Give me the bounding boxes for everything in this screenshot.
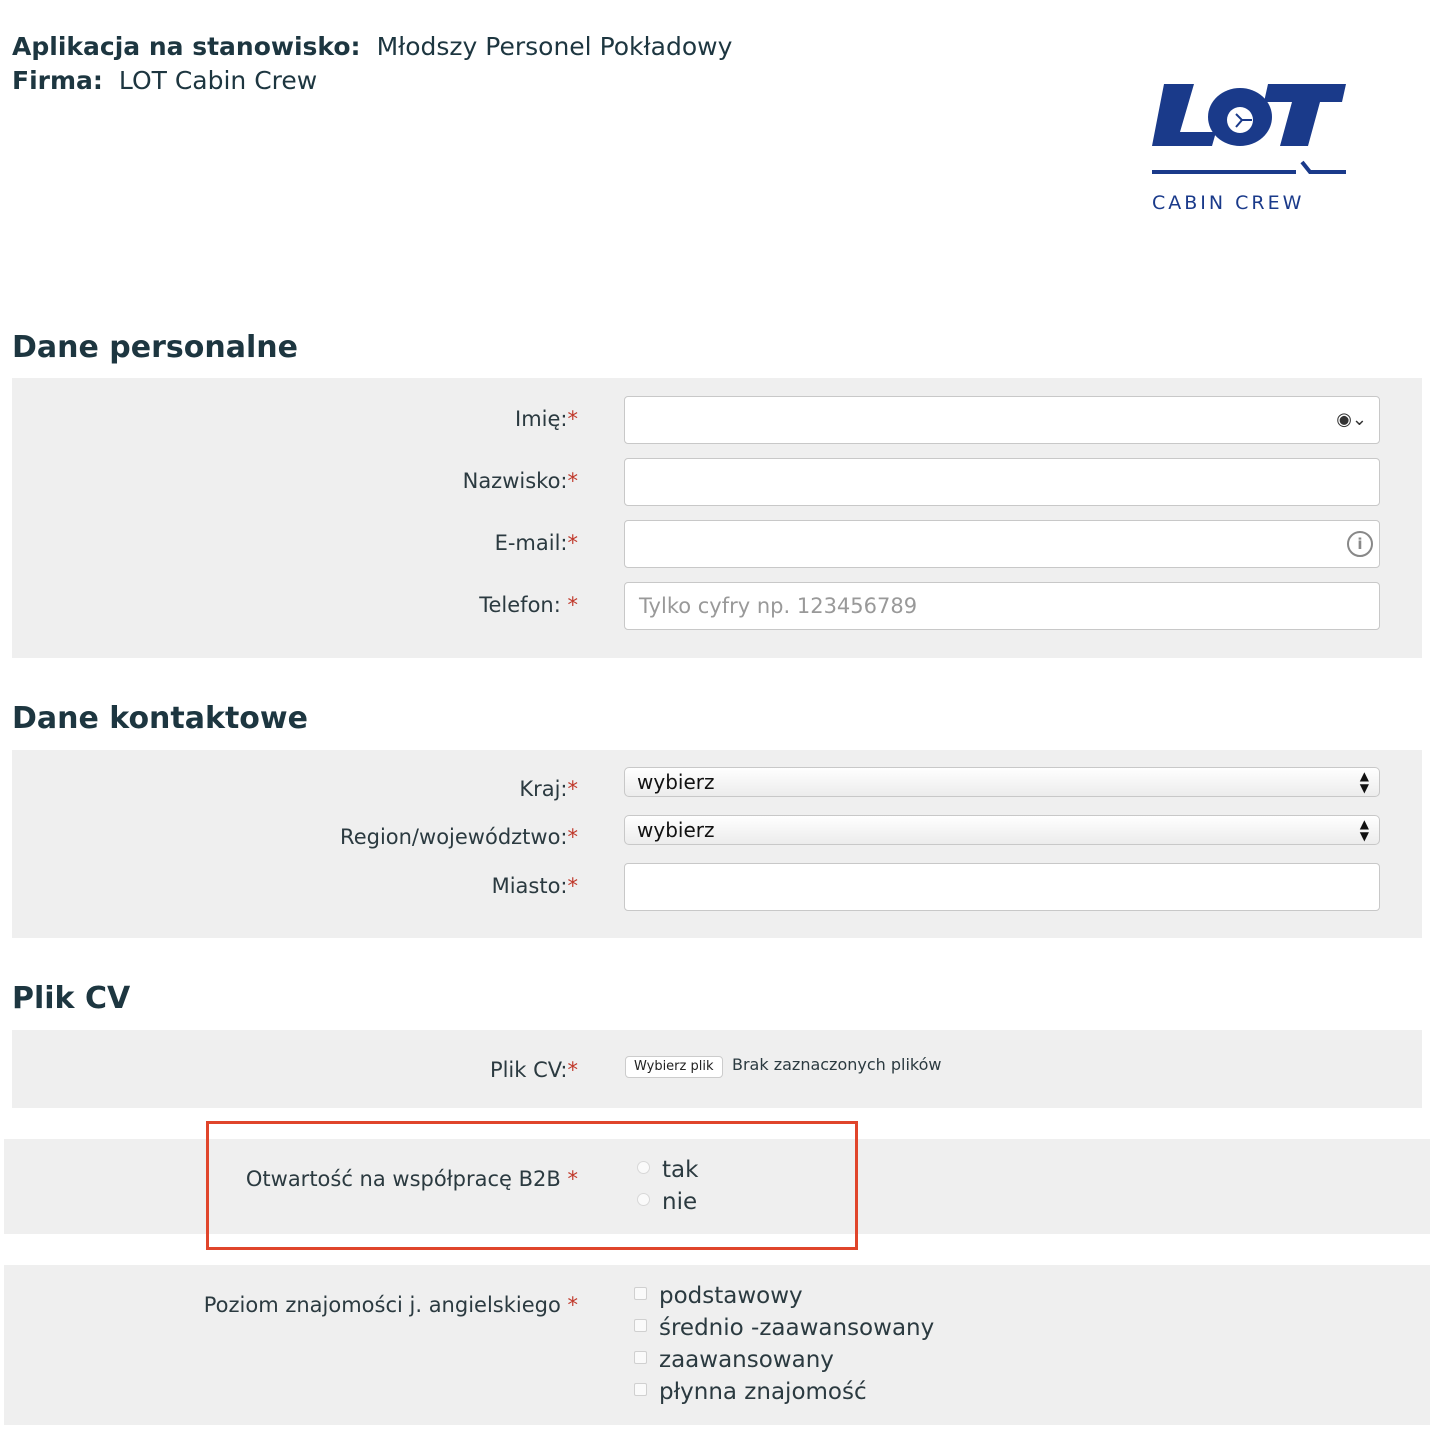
info-icon[interactable]: i [1347,531,1373,557]
file-status: Brak zaznaczonych plików [732,1055,942,1074]
select-arrows-icon: ▲ ▼ [1359,769,1369,795]
english-label: Poziom znajomości j. angielskiego * [203,1293,578,1317]
b2b-option-nie[interactable]: nie [637,1189,697,1215]
last-name-input[interactable] [624,458,1380,506]
b2b-option-tak[interactable]: tak [637,1157,698,1183]
english-option-basic[interactable]: podstawowy [634,1283,803,1309]
company-value: LOT Cabin Crew [118,66,318,95]
english-option-fluent[interactable]: płynna znajomość [634,1379,867,1405]
select-arrows-icon: ▲ ▼ [1359,817,1369,843]
english-option-advanced[interactable]: zaawansowany [634,1347,834,1373]
city-label: Miasto:* [491,874,578,898]
autofill-contact-icon[interactable]: ◉⌄ [1336,409,1367,430]
checkbox-icon[interactable] [634,1351,647,1364]
position-label: Aplikacja na stanowisko: [12,32,361,61]
highlight-box [206,1121,858,1250]
position-value: Młodszy Personel Pokładowy [376,32,733,61]
english-option-intermediate[interactable]: średnio -zaawansowany [634,1315,934,1341]
company-label: Firma: [12,66,103,95]
first-name-input[interactable]: ◉⌄ [624,396,1380,444]
city-input[interactable] [624,863,1380,911]
section-title-cv: Plik CV [12,981,131,1016]
english-panel [4,1265,1430,1425]
b2b-panel [4,1139,1430,1234]
country-label: Kraj:* [519,777,578,801]
region-label: Region/województwo:* [340,825,578,849]
cv-label: Plik CV:* [489,1058,578,1082]
section-title-personal: Dane personalne [12,330,298,365]
b2b-label: Otwartość na współpracę B2B * [245,1167,578,1191]
position-line: Aplikacja na stanowisko: Młodszy Personel… [12,30,732,64]
phone-placeholder: Tylko cyfry np. 123456789 [639,594,918,618]
checkbox-icon[interactable] [634,1383,647,1396]
region-select[interactable]: wybierz ▲ ▼ [624,815,1380,845]
checkbox-icon[interactable] [634,1287,647,1300]
checkbox-icon[interactable] [634,1319,647,1332]
first-name-label: Imię:* [515,407,578,431]
country-select[interactable]: wybierz ▲ ▼ [624,767,1380,797]
lot-logo: CABIN CREW [1150,80,1350,220]
last-name-label: Nazwisko:* [462,469,578,493]
radio-icon[interactable] [637,1161,650,1174]
choose-file-button[interactable]: Wybierz plik [625,1056,723,1078]
phone-input[interactable]: Tylko cyfry np. 123456789 [624,582,1380,630]
radio-icon[interactable] [637,1193,650,1206]
phone-label: Telefon: * [479,593,578,617]
section-title-contact: Dane kontaktowe [12,701,308,736]
logo-subtitle: CABIN CREW [1152,192,1304,214]
email-label: E-mail:* [494,531,578,555]
company-line: Firma: LOT Cabin Crew [12,64,317,98]
email-input[interactable]: i [624,520,1380,568]
